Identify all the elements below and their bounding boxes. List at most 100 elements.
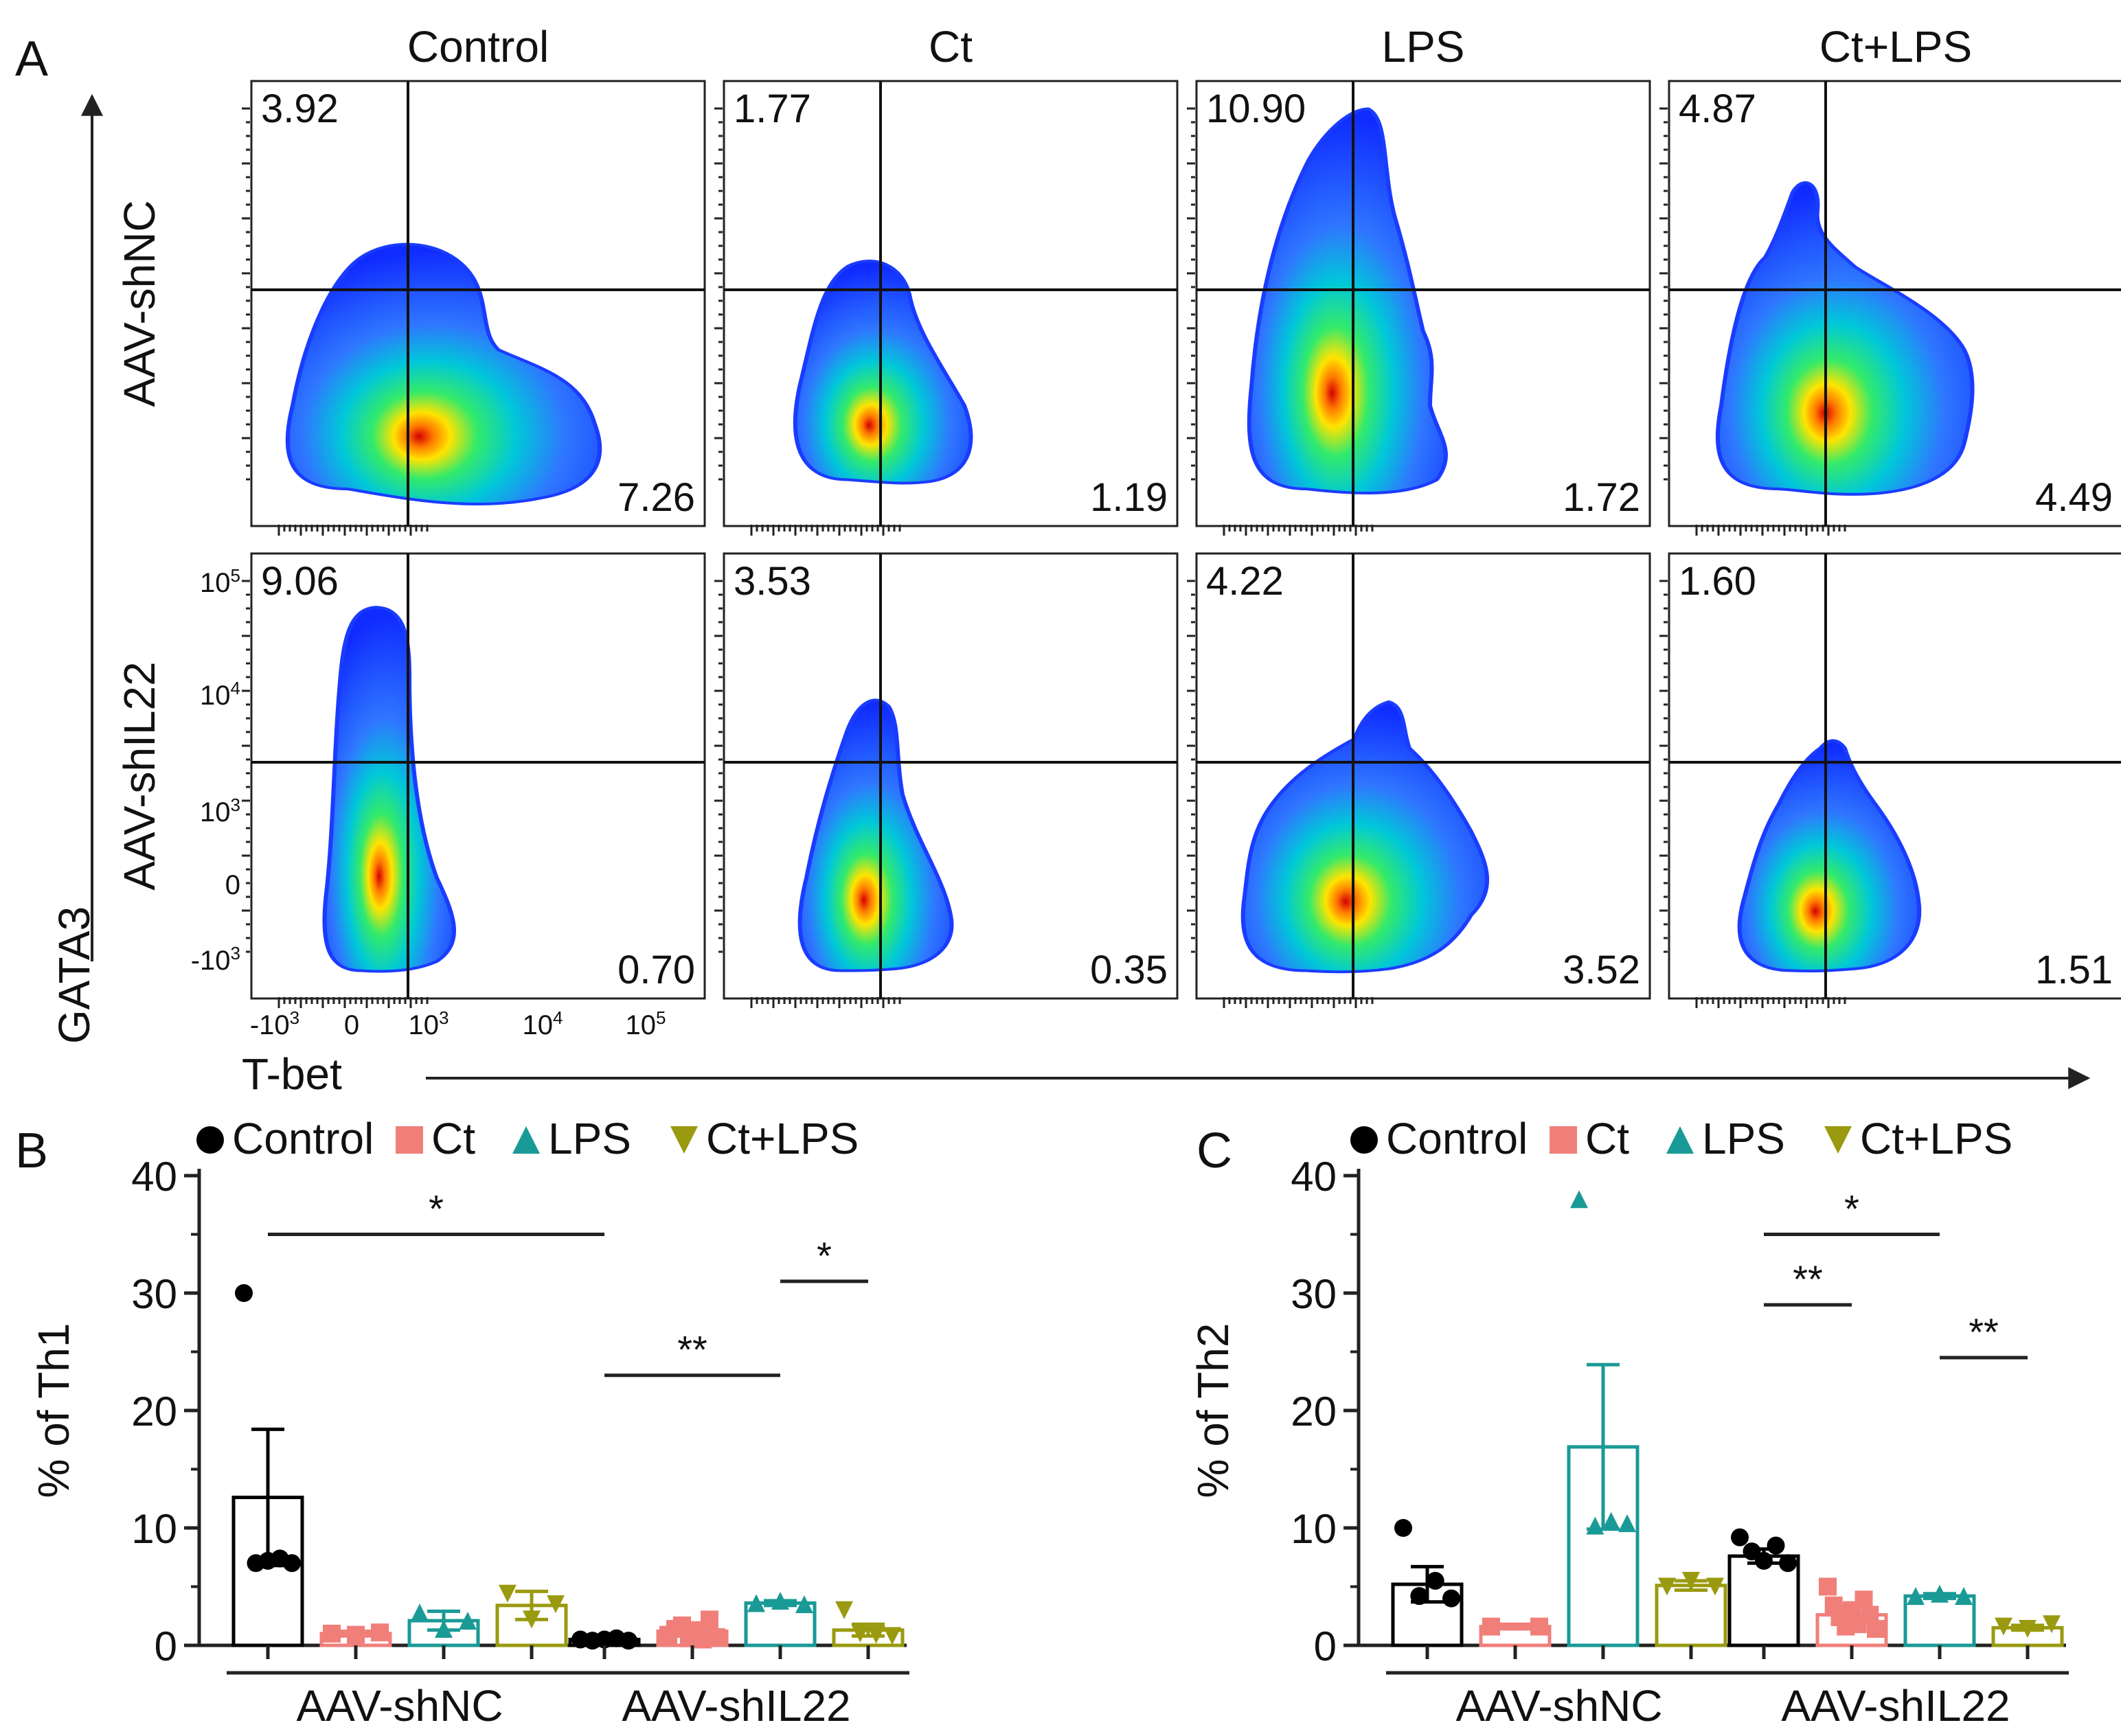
x-tick-label: -103 (250, 1007, 299, 1040)
flow-plot-r0-c0: 3.92 7.26 (242, 80, 706, 536)
significance-label: * (429, 1187, 444, 1231)
density-contour (1715, 181, 1975, 496)
data-point (1682, 1571, 1700, 1590)
panel-c-label: C (1196, 1123, 1232, 1178)
y-axis-label: % of Th2 (1188, 1323, 1238, 1498)
y-tick-label: 105 (200, 565, 240, 598)
data-point (1779, 1554, 1797, 1573)
legend-label: Control (232, 1114, 374, 1163)
gata3-axis-label: GATA3 (49, 906, 99, 1044)
x-tick-label: 0 (344, 1010, 359, 1040)
y-axis-label: % of Th1 (29, 1323, 78, 1498)
quadrant-lower-right-value: 1.72 (1563, 475, 1640, 520)
data-point (547, 1595, 565, 1614)
data-point (1855, 1590, 1873, 1609)
quadrant-lower-right-value: 0.35 (1090, 948, 1168, 992)
data-point (1530, 1617, 1548, 1636)
data-point (771, 1592, 789, 1610)
y-tick-label: 20 (1291, 1389, 1337, 1435)
y-tick-label: 30 (131, 1271, 177, 1317)
quadrant-upper-left-value: 3.53 (734, 559, 811, 604)
group-label: AAV-shNC (1455, 1681, 1662, 1731)
legend-marker-lps (512, 1126, 540, 1154)
x-tick-label: 103 (409, 1007, 449, 1040)
significance-label: * (817, 1234, 832, 1277)
flow-plot-r1-c2: 4.22 3.52 (1187, 552, 1651, 1008)
y-tick-label: 10 (131, 1506, 177, 1552)
data-point (411, 1603, 429, 1622)
quadrant-upper-left-value: 1.77 (734, 87, 811, 131)
legend-label: Ct (1585, 1114, 1629, 1163)
data-point (1586, 1516, 1604, 1535)
quadrant-upper-left-value: 9.06 (261, 559, 339, 604)
group-label: AAV-shIL22 (1781, 1681, 2010, 1731)
data-point (835, 1601, 853, 1619)
legend-label: LPS (1702, 1114, 1785, 1163)
y-tick-label: 10 (1291, 1506, 1337, 1552)
density-contour (285, 242, 602, 506)
x-tick-label: 105 (626, 1007, 666, 1040)
flow-plot-r0-c1: 1.77 1.19 (714, 80, 1179, 536)
group-label: AAV-shIL22 (622, 1681, 850, 1731)
flow-plot-r0-c2: 10.90 1.72 (1187, 80, 1651, 536)
significance-label: ** (1969, 1310, 1999, 1354)
column-title-0: Control (407, 22, 549, 71)
y-tick-label: 40 (1291, 1154, 1337, 1200)
legend-label: Control (1386, 1114, 1528, 1163)
data-point (1907, 1587, 1925, 1606)
legend-label: Ct+LPS (706, 1114, 859, 1163)
legend-label: Ct+LPS (1860, 1114, 2012, 1163)
data-point (620, 1632, 637, 1650)
panel-b-label: B (15, 1123, 48, 1178)
data-point (435, 1620, 453, 1638)
data-point (459, 1612, 477, 1630)
data-point (707, 1628, 725, 1647)
column-title-1: Ct (929, 22, 973, 71)
data-point (1819, 1577, 1837, 1596)
quadrant-lower-right-value: 7.26 (617, 475, 695, 520)
density-contour (1247, 107, 1448, 495)
quadrant-lower-right-value: 4.49 (2035, 475, 2113, 520)
data-point (1931, 1584, 1949, 1603)
data-point (347, 1625, 365, 1644)
flow-plot-r1-c3: 1.60 1.51 (1659, 552, 2121, 1008)
data-point (867, 1625, 885, 1644)
data-point (1426, 1571, 1444, 1590)
data-point (1755, 1551, 1773, 1570)
quadrant-upper-left-value: 1.60 (1679, 559, 1756, 604)
legend-marker-control (1350, 1126, 1378, 1154)
quadrant-upper-left-value: 4.87 (1679, 87, 1756, 131)
data-point (1658, 1577, 1676, 1596)
y-tick-label: -103 (191, 943, 240, 976)
data-point (1706, 1577, 1724, 1596)
legend-label: LPS (548, 1114, 631, 1163)
y-tick-label: 20 (131, 1389, 177, 1435)
row-title-0: AAV-shNC (115, 200, 164, 407)
data-point (499, 1584, 517, 1603)
data-point (1602, 1511, 1620, 1530)
legend-marker-lps (1666, 1126, 1694, 1154)
data-point (701, 1610, 718, 1629)
quadrant-lower-right-value: 1.51 (2035, 948, 2113, 992)
legend-marker-control (196, 1126, 224, 1154)
quadrant-lower-right-value: 0.70 (617, 948, 695, 992)
data-point (323, 1624, 341, 1643)
flow-plot-r1-c0: 9.06 0.70 (242, 552, 706, 1008)
quadrant-lower-right-value: 1.19 (1090, 475, 1168, 520)
density-contour (797, 698, 954, 972)
data-point (523, 1610, 541, 1629)
panel-a-label: A (15, 32, 48, 87)
data-point (1618, 1514, 1636, 1533)
data-point (1767, 1536, 1785, 1555)
data-point (1410, 1587, 1429, 1606)
data-point (747, 1594, 765, 1612)
legend-marker-ct-lps (1824, 1126, 1852, 1154)
data-point (851, 1624, 870, 1643)
legend-marker-ct (1550, 1126, 1577, 1154)
data-point (283, 1554, 301, 1573)
data-point (1482, 1617, 1500, 1636)
data-point (1955, 1587, 1973, 1606)
y-tick-label: 104 (200, 678, 240, 711)
quadrant-upper-left-value: 4.22 (1206, 559, 1284, 604)
